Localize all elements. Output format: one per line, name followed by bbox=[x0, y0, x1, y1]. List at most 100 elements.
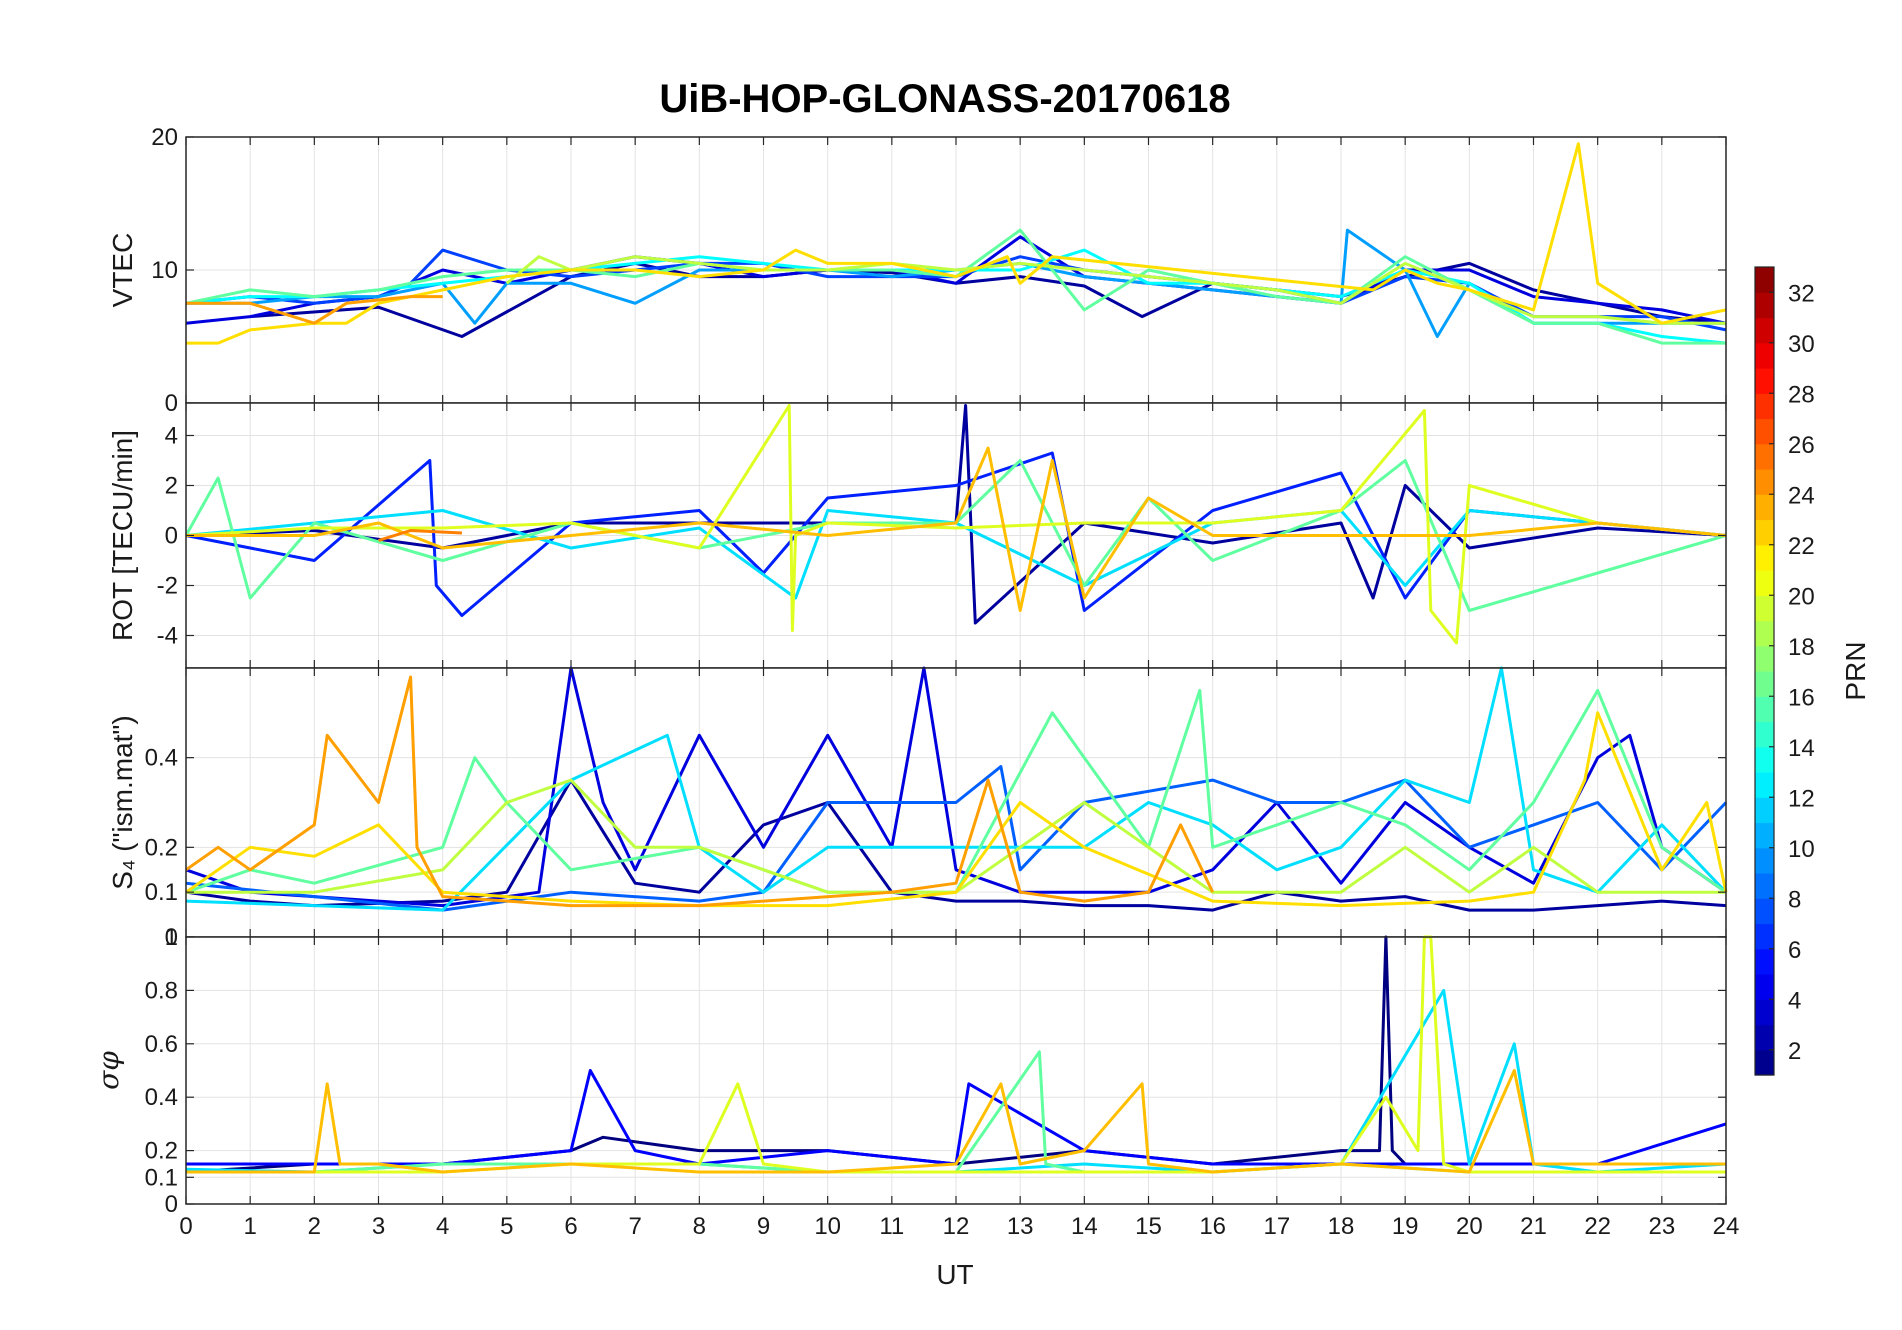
colorbar-swatch bbox=[1755, 696, 1774, 723]
axes-frame bbox=[185, 936, 1727, 1205]
x-axis-label: UT bbox=[936, 1259, 973, 1290]
x-tick-label: 10 bbox=[814, 1213, 841, 1240]
series-line-prn-4 bbox=[185, 235, 1727, 325]
x-tick-label: 2 bbox=[308, 1213, 321, 1240]
y-tick-label: 20 bbox=[151, 124, 178, 151]
series-line-prn-4 bbox=[185, 666, 1727, 908]
y-tick-label: 0 bbox=[165, 390, 178, 417]
y-tick-label: 2 bbox=[165, 473, 178, 500]
x-tick-label: 24 bbox=[1713, 1213, 1740, 1240]
x-tick-label: 6 bbox=[564, 1213, 577, 1240]
x-tick-label: 3 bbox=[372, 1213, 385, 1240]
series-line-prn-19 bbox=[505, 255, 1726, 325]
colorbar-swatch bbox=[1755, 898, 1774, 925]
x-tick-label: 16 bbox=[1199, 1213, 1226, 1240]
x-tick-label: 1 bbox=[243, 1213, 256, 1240]
series-line-prn-6 bbox=[185, 451, 1727, 617]
series-line-prn-24 bbox=[186, 295, 443, 325]
colorbar-swatch bbox=[1755, 418, 1774, 445]
colorbar-label: PRN bbox=[1840, 641, 1871, 700]
panel-vtec: 0 10 20 VTEC bbox=[107, 124, 1727, 417]
x-tick-label: 21 bbox=[1520, 1213, 1547, 1240]
y-axis-label: ROT [TECU/min] bbox=[107, 430, 138, 641]
x-tick-label: 0 bbox=[179, 1213, 192, 1240]
series-line-prn-12 bbox=[185, 666, 1728, 912]
colorbar-tick-label: 2 bbox=[1788, 1038, 1801, 1065]
y-axis-label: σφ bbox=[92, 1051, 125, 1090]
colorbar-tick-label: 6 bbox=[1788, 937, 1801, 964]
series-line-prn-16 bbox=[185, 688, 1727, 894]
colorbar-swatch bbox=[1755, 393, 1774, 420]
x-tick-label: 13 bbox=[1007, 1213, 1034, 1240]
y-tick-label: 10 bbox=[151, 257, 178, 284]
colorbar-swatch bbox=[1755, 873, 1774, 899]
x-tick-label: 7 bbox=[628, 1213, 641, 1240]
x-tick-label: 18 bbox=[1328, 1213, 1355, 1240]
colorbar-swatch bbox=[1755, 1049, 1774, 1076]
colorbar-tick-label: 14 bbox=[1788, 735, 1815, 762]
colorbar-swatch bbox=[1755, 1024, 1774, 1051]
colorbar-swatch bbox=[1755, 342, 1774, 369]
series-line-prn-23 bbox=[186, 1069, 1726, 1174]
y-axis-label: VTEC bbox=[107, 233, 138, 308]
x-tick-label: 5 bbox=[500, 1213, 513, 1240]
colorbar-swatch bbox=[1755, 595, 1774, 622]
colorbar-swatch bbox=[1755, 494, 1774, 521]
colorbar-tick-label: 18 bbox=[1788, 634, 1815, 661]
x-axis: 0 1 2 3 4 5 6 7 8 9 10 11 12 13 14 15 16 17 18 19 20 21 22 23 24 bbox=[179, 1213, 1739, 1240]
colorbar-tick-label: 4 bbox=[1788, 987, 1801, 1014]
y-tick-label: 0.8 bbox=[145, 977, 178, 1004]
colorbar-swatch bbox=[1755, 999, 1774, 1026]
chart-title: UiB-HOP-GLONASS-20170618 bbox=[659, 77, 1230, 121]
colorbar-tick-label: 20 bbox=[1788, 583, 1815, 610]
y-tick-label: 0.1 bbox=[145, 879, 178, 906]
colorbar-swatch bbox=[1755, 519, 1774, 546]
colorbar-swatch bbox=[1755, 620, 1774, 647]
colorbar-tick-label: 16 bbox=[1788, 684, 1815, 711]
colorbar-swatch bbox=[1755, 292, 1774, 319]
colorbar-swatch bbox=[1755, 544, 1774, 571]
x-tick-label: 12 bbox=[943, 1213, 970, 1240]
colorbar-tick-label: 26 bbox=[1788, 432, 1815, 459]
colorbar-tick-label: 30 bbox=[1788, 331, 1815, 358]
series-line-prn-2 bbox=[185, 778, 1727, 912]
y-tick-label: 0 bbox=[165, 924, 178, 951]
colorbar-swatch bbox=[1755, 469, 1774, 495]
colorbar-tick-label: 28 bbox=[1788, 381, 1815, 408]
colorbar-swatch bbox=[1755, 443, 1774, 470]
colorbar-swatch bbox=[1755, 267, 1774, 293]
colorbar-swatch bbox=[1755, 645, 1774, 672]
series-line-prn-24 bbox=[185, 675, 1215, 908]
colorbar-swatch bbox=[1755, 822, 1774, 849]
colorbar-swatch bbox=[1755, 923, 1774, 950]
colorbar-swatch bbox=[1755, 721, 1774, 748]
colorbar-tick-label: 32 bbox=[1788, 280, 1815, 307]
x-tick-label: 23 bbox=[1648, 1213, 1675, 1240]
y-tick-label: 0 bbox=[165, 523, 178, 550]
series-line-prn-20 bbox=[185, 404, 1727, 645]
series-line-prn-22 bbox=[186, 142, 1727, 345]
x-tick-label: 11 bbox=[879, 1213, 904, 1240]
y-tick-label: 0.4 bbox=[145, 745, 178, 772]
colorbar-tick-label: 8 bbox=[1788, 886, 1801, 913]
panel-rot: -4 -2 0 2 4 ROT [TECU/min] bbox=[107, 402, 1727, 669]
series-line-prn-22 bbox=[185, 711, 1728, 908]
y-tick-label: 0.2 bbox=[145, 1138, 178, 1165]
panel-s4: 0 0.1 0.2 0.4 S₄ ("ism.mat") bbox=[107, 666, 1728, 951]
x-tick-label: 19 bbox=[1392, 1213, 1419, 1240]
series-line-prn-8 bbox=[185, 765, 1728, 912]
x-tick-label: 15 bbox=[1135, 1213, 1162, 1240]
colorbar-swatch bbox=[1755, 570, 1774, 596]
y-tick-label: 1 bbox=[165, 924, 178, 951]
y-tick-label: -4 bbox=[157, 623, 178, 650]
x-tick-label: 14 bbox=[1071, 1213, 1098, 1240]
colorbar-swatch bbox=[1755, 797, 1774, 824]
series-line-prn-25 bbox=[378, 529, 462, 542]
colorbar-swatch bbox=[1755, 948, 1774, 975]
y-axis-label: S₄ ("ism.mat") bbox=[107, 715, 138, 889]
colorbar-swatch bbox=[1755, 974, 1774, 1000]
y-tick-label: 0.4 bbox=[145, 1084, 178, 1111]
